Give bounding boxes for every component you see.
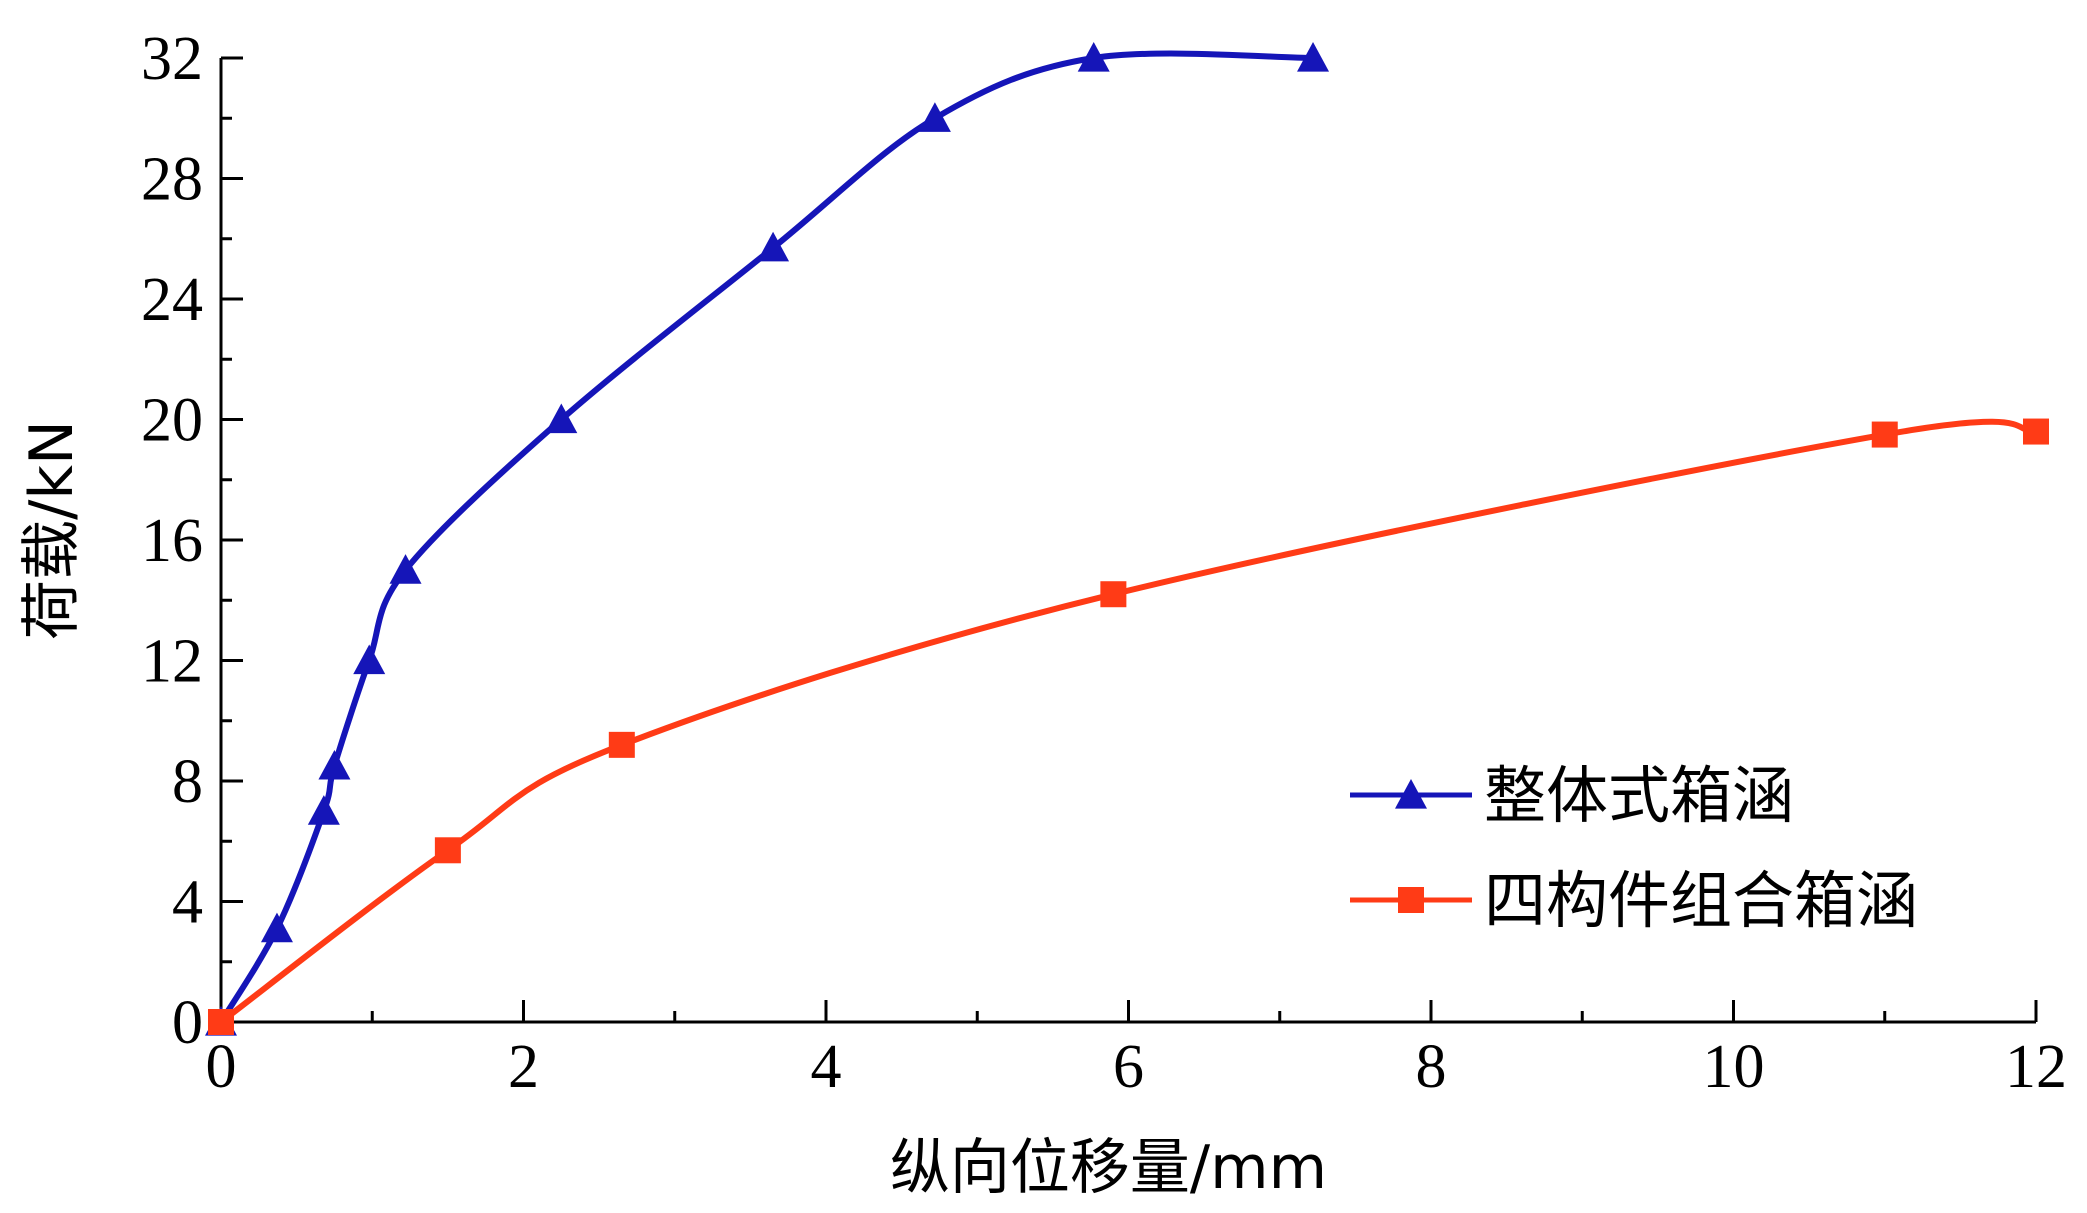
y-tick-label: 32 xyxy=(141,25,203,93)
series-1 xyxy=(205,42,1330,1036)
series-line xyxy=(218,50,1316,1025)
y-tick-label: 4 xyxy=(172,869,203,937)
y-axis-title: 荷载/kN xyxy=(17,420,87,640)
data-point xyxy=(389,554,422,584)
y-tick-label: 16 xyxy=(141,507,203,575)
x-tick-label: 10 xyxy=(1703,1033,1765,1101)
legend-marker xyxy=(1395,779,1427,809)
x-tick-label: 4 xyxy=(811,1033,842,1101)
legend-item: 四构件组合箱涵 xyxy=(1350,864,1918,937)
legend-label: 四构件组合箱涵 xyxy=(1484,864,1918,937)
data-point xyxy=(1100,581,1127,608)
data-point xyxy=(757,231,790,262)
data-point xyxy=(1077,42,1110,72)
x-tick-label: 2 xyxy=(508,1033,539,1101)
data-point xyxy=(545,403,578,434)
data-point xyxy=(608,731,635,758)
data-point xyxy=(353,644,386,675)
series-layer xyxy=(205,42,2049,1036)
data-point xyxy=(2023,418,2049,445)
y-tick-label: 12 xyxy=(141,628,203,696)
series-2 xyxy=(208,418,2049,1035)
y-tick-label: 0 xyxy=(172,989,203,1057)
data-point xyxy=(918,102,951,132)
data-point xyxy=(1297,42,1330,72)
legend-label: 整体式箱涵 xyxy=(1484,759,1794,832)
y-tick-label: 8 xyxy=(172,748,203,816)
y-tick-label: 20 xyxy=(141,387,203,455)
legend-marker xyxy=(1398,887,1424,913)
data-point xyxy=(434,837,461,864)
x-tick-label: 12 xyxy=(2005,1033,2067,1101)
data-point xyxy=(208,1009,234,1035)
x-tick-label: 0 xyxy=(206,1033,237,1101)
data-point xyxy=(318,749,351,780)
data-point xyxy=(307,795,340,825)
y-tick-label: 28 xyxy=(141,146,203,214)
data-point xyxy=(1871,421,1898,448)
data-point xyxy=(260,912,293,943)
x-axis-title: 纵向位移量/mm xyxy=(890,1133,1327,1203)
x-tick-label: 6 xyxy=(1113,1033,1144,1101)
legend-item: 整体式箱涵 xyxy=(1350,759,1794,832)
x-tick-label: 8 xyxy=(1416,1033,1447,1101)
y-tick-label: 24 xyxy=(141,266,203,334)
